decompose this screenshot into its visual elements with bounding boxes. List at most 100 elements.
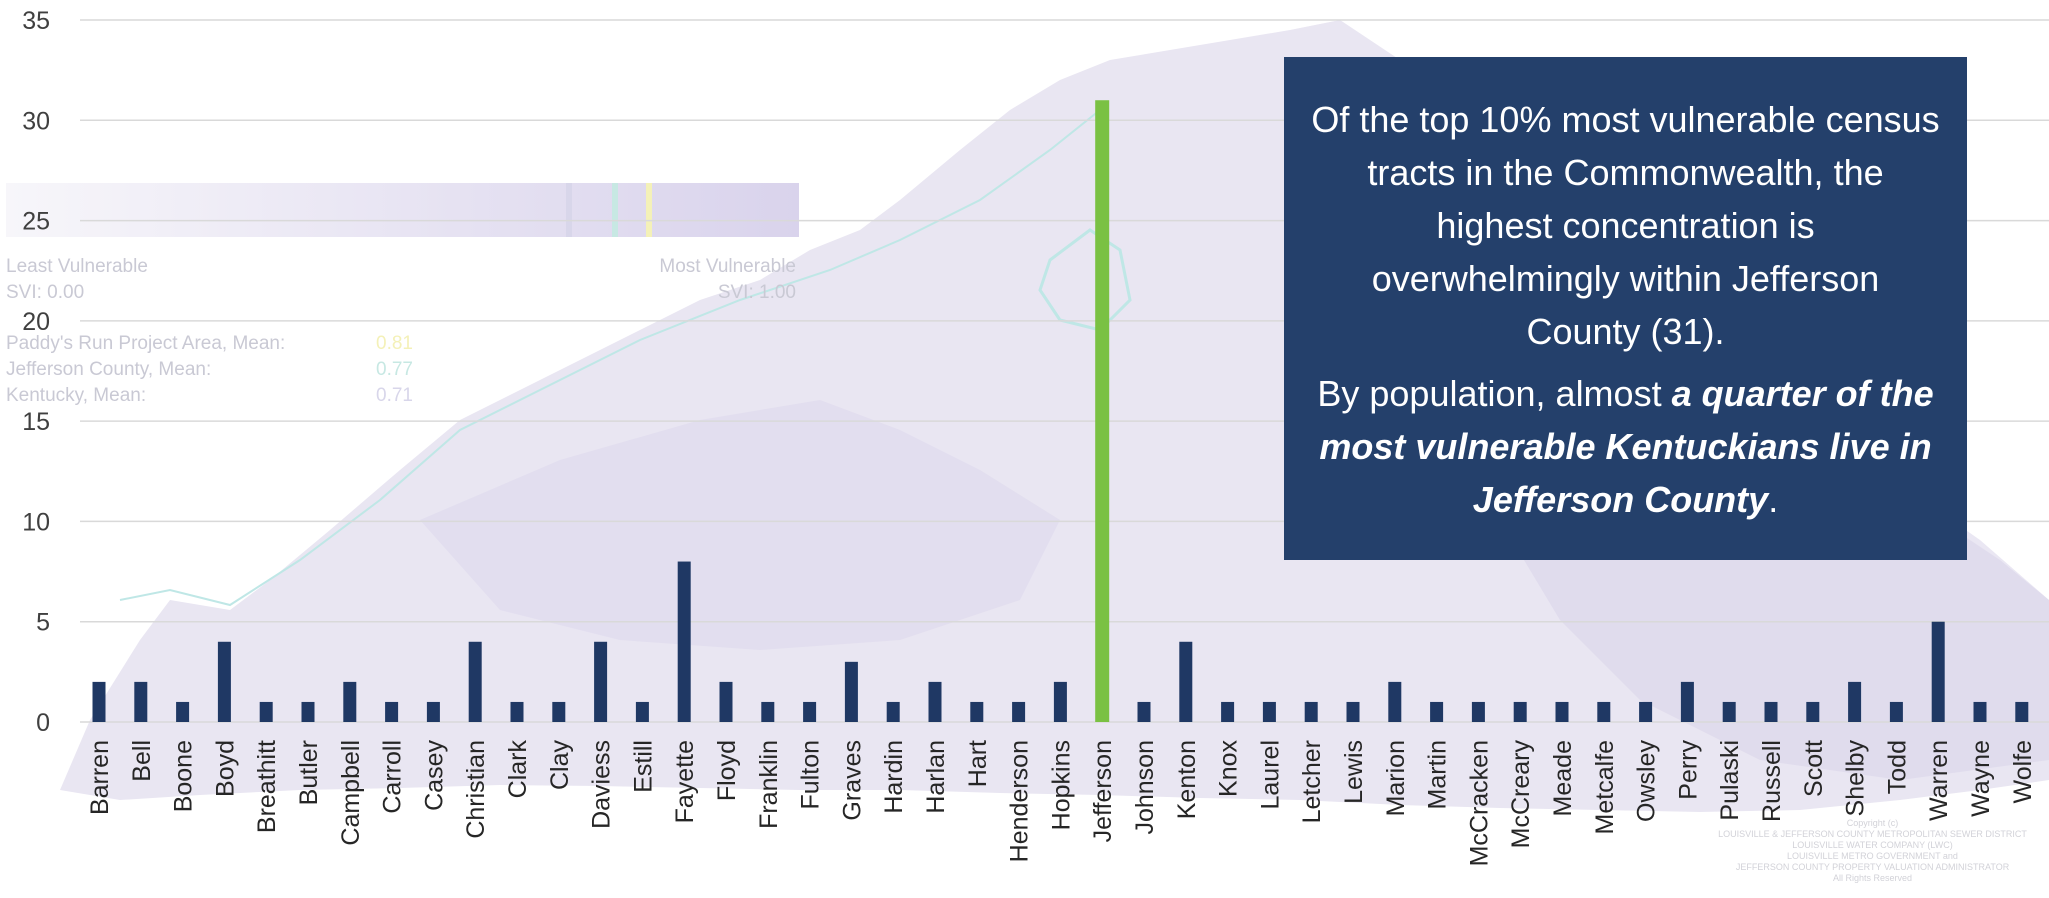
x-tick-label: Boone: [170, 740, 198, 812]
x-tick-label: Knox: [1215, 740, 1243, 797]
svi-legend-marker-jefferson: [612, 183, 618, 237]
bar-johnson: [1137, 701, 1151, 722]
legend-row-jefferson-value: 0.77: [376, 359, 413, 380]
y-tick-label: 30: [22, 107, 50, 135]
legend-row-paddys-run-label: Paddy's Run Project Area, Mean:: [6, 333, 285, 354]
x-tick-label: Kenton: [1173, 740, 1201, 819]
x-tick-label: Clay: [546, 740, 574, 791]
callout-line-2-pre: By population, almost: [1317, 373, 1672, 414]
bar-laurel: [1262, 701, 1276, 722]
svi-legend-marker-kentucky: [566, 183, 572, 237]
x-tick-label: Carroll: [379, 740, 407, 814]
x-tick-label: Bell: [128, 740, 156, 782]
x-tick-label: Scott: [1800, 740, 1828, 797]
bar-henderson: [1012, 701, 1026, 722]
bar-perry: [1680, 681, 1694, 722]
x-tick-label: Barren: [86, 740, 114, 815]
bar-todd: [1889, 701, 1903, 722]
legend-most-label: Most Vulnerable: [659, 256, 796, 277]
svi-legend-bar: [6, 183, 799, 237]
bar-metcalfe: [1597, 701, 1611, 722]
bar-boone: [176, 701, 190, 722]
x-tick-label: Franklin: [755, 740, 783, 829]
x-tick-label: Todd: [1883, 740, 1911, 794]
x-tick-label: Henderson: [1006, 740, 1034, 862]
copyright-line: LOUISVILLE WATER COMPANY (LWC): [1792, 840, 1953, 850]
legend-least-value: SVI: 0.00: [6, 282, 84, 303]
x-tick-label: Russell: [1758, 740, 1786, 822]
x-tick-label: Fayette: [671, 740, 699, 823]
x-tick-label: Floyd: [713, 740, 741, 801]
legend-row-kentucky-label: Kentucky, Mean:: [6, 385, 146, 406]
bar-pulaski: [1722, 701, 1736, 722]
x-tick-label: Letcher: [1298, 740, 1326, 823]
callout-line-2-post: .: [1768, 479, 1779, 520]
legend-row-kentucky-value: 0.71: [376, 385, 413, 406]
x-tick-label: Hardin: [880, 740, 908, 814]
bar-warren: [1931, 621, 1945, 722]
bar-clay: [552, 701, 566, 722]
x-tick-label: Jefferson: [1089, 740, 1117, 842]
x-tick-label: Butler: [295, 740, 323, 805]
bar-graves: [844, 661, 858, 722]
bar-jefferson: [1095, 100, 1110, 722]
bar-lewis: [1346, 701, 1360, 722]
callout-line-1: Of the top 10% most vulnerable census tr…: [1311, 99, 1940, 352]
map-copyright: Copyright (c) LOUISVILLE & JEFFERSON COU…: [1700, 818, 2045, 884]
bar-harlan: [928, 681, 942, 722]
x-tick-label: Harlan: [922, 740, 950, 814]
x-tick-label: Boyd: [211, 740, 239, 797]
copyright-line: All Rights Reserved: [1832, 873, 1913, 883]
x-tick-label: Christian: [462, 740, 490, 839]
x-tick-label: Wayne: [1967, 740, 1995, 817]
ohio-river-line: [119, 109, 1101, 607]
x-tick-label: Meade: [1549, 740, 1577, 816]
x-tick-label: Daviess: [588, 740, 616, 829]
x-tick-label: Perry: [1674, 740, 1702, 800]
x-tick-label: Owsley: [1633, 740, 1661, 822]
bar-estill: [635, 701, 649, 722]
x-tick-label: Wolfe: [2009, 740, 2037, 803]
callout-line-2: By population, almost a quarter of the m…: [1310, 367, 1941, 526]
legend-most-value: SVI: 1.00: [718, 282, 796, 303]
x-tick-label: Campbell: [337, 740, 365, 846]
x-tick-label: Laurel: [1256, 740, 1284, 810]
bar-shelby: [1848, 681, 1862, 722]
x-tick-label: Fulton: [797, 740, 825, 809]
x-tick-label: Metcalfe: [1591, 740, 1619, 834]
bar-campbell: [343, 681, 357, 722]
bar-wolfe: [2015, 701, 2029, 722]
bar-carroll: [385, 701, 399, 722]
bar-bell: [134, 681, 148, 722]
x-tick-label: Casey: [420, 740, 448, 811]
x-axis-labels: Barren Bell Boone Boyd Breathitt Butler Campbe…: [86, 740, 2037, 867]
bar-floyd: [719, 681, 733, 722]
legend-row-paddys-run-value: 0.81: [376, 333, 413, 354]
bar-franklin: [761, 701, 775, 722]
x-tick-label: Warren: [1925, 740, 1953, 821]
svi-legend-marker-paddys-run: [646, 183, 652, 237]
bar-letcher: [1304, 701, 1318, 722]
y-tick-label: 10: [22, 508, 50, 536]
bar-fulton: [803, 701, 817, 722]
bar-scott: [1806, 701, 1820, 722]
copyright-line: LOUISVILLE & JEFFERSON COUNTY METROPOLIT…: [1718, 829, 2027, 839]
y-tick-label: 25: [22, 208, 50, 236]
jefferson-outline: [1038, 228, 1132, 332]
kentucky-map-shade: [420, 400, 1060, 650]
bar-fayette: [677, 561, 691, 722]
bar-owsley: [1639, 701, 1653, 722]
bar-kenton: [1179, 641, 1193, 722]
x-tick-label: Graves: [838, 740, 866, 821]
bar-mccracken: [1471, 701, 1485, 722]
legend-row-jefferson-label: Jefferson County, Mean:: [6, 359, 211, 380]
copyright-line: JEFFERSON COUNTY PROPERTY VALUATION ADMI…: [1735, 862, 2010, 872]
y-tick-label: 35: [22, 7, 50, 35]
bar-boyd: [217, 641, 231, 722]
x-tick-label: Lewis: [1340, 740, 1368, 804]
bar-daviess: [594, 641, 608, 722]
bar-hardin: [886, 701, 900, 722]
callout-line-2-emphasis: a quarter of the most vulnerable Kentuck…: [1319, 373, 1934, 520]
x-tick-label: Estill: [629, 740, 657, 793]
legend-least-label: Least Vulnerable: [6, 256, 148, 277]
